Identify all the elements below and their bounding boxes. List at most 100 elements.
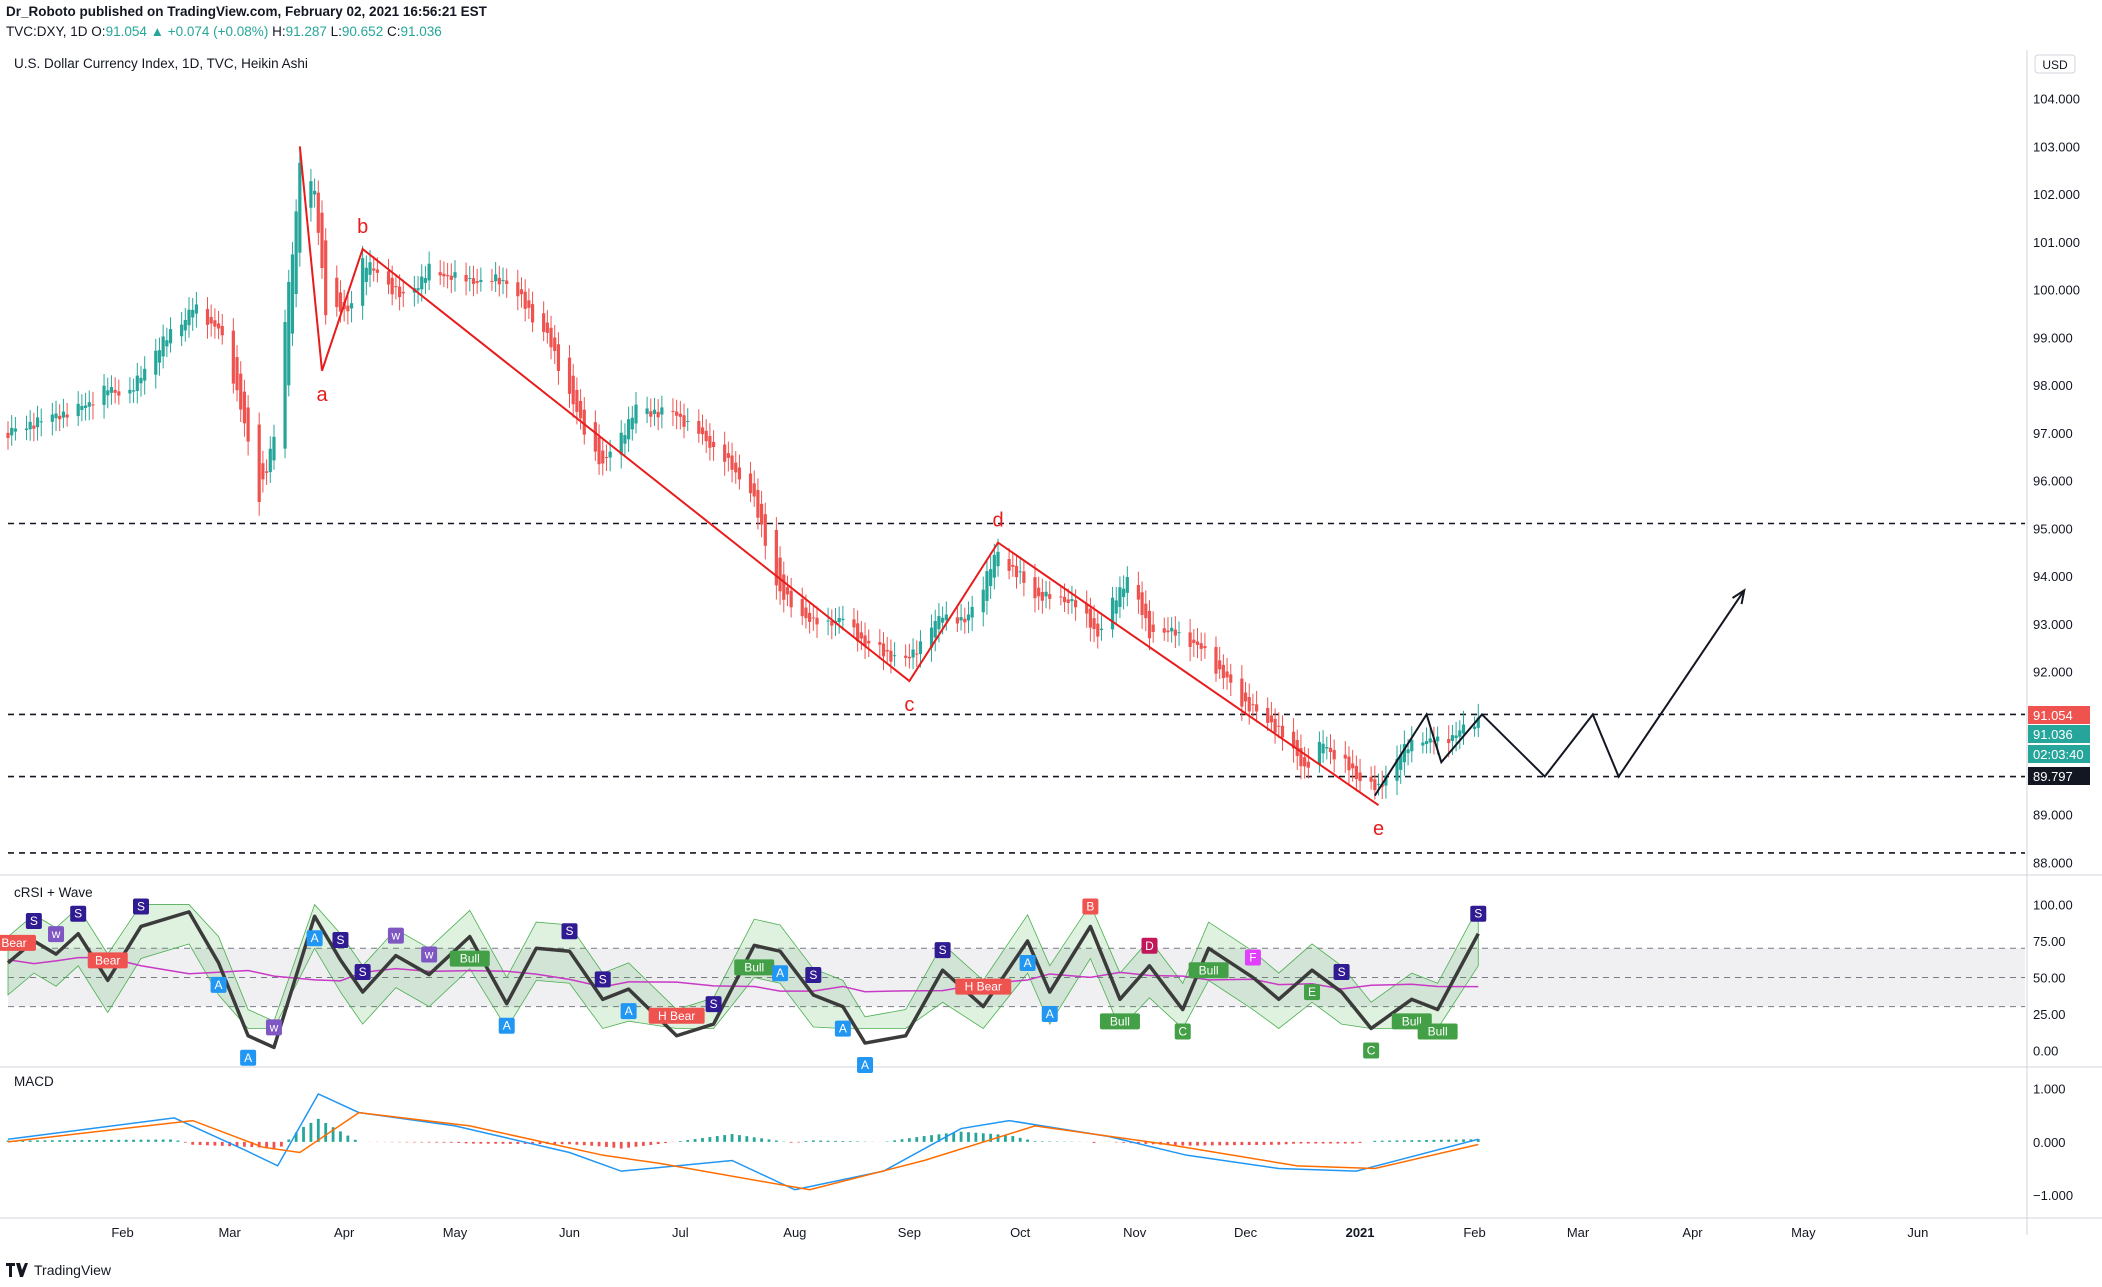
candle-body [723,444,727,462]
candle-body [320,212,324,269]
macd-histogram-bar [509,1141,512,1144]
candle-body [1229,674,1233,683]
candle-body [1085,603,1089,614]
candle-body [841,618,845,621]
macd-histogram-bar [893,1140,896,1142]
crsi-signal-badge [1333,964,1350,981]
macd-histogram-bar [265,1141,268,1149]
macd-histogram-bar [169,1139,172,1142]
candle-body [505,280,509,285]
candle-body [1040,592,1044,601]
macd-histogram-bar [73,1140,76,1142]
macd-histogram-bar [139,1139,143,1142]
candle-body [235,357,239,391]
price-badge-label: 02:03:40 [2033,747,2084,762]
macd-histogram-bar [324,1123,328,1142]
macd-histogram-bar [1040,1141,1044,1142]
candle-body [1328,747,1333,753]
crsi-signal-label: F [1249,950,1256,964]
candle-body [1166,630,1170,633]
candle-body [213,320,217,327]
macd-histogram-bar [1255,1141,1259,1145]
candle-body [257,424,261,502]
macd-histogram-bar [206,1141,209,1146]
macd-histogram-bar [745,1136,749,1142]
macd-histogram-bar [959,1131,963,1142]
macd-histogram-bar [1188,1141,1192,1146]
crsi-signal-label: C [1367,1043,1376,1057]
time-tick-label: Jun [559,1225,580,1240]
candle-body [630,417,634,430]
macd-histogram-bar [272,1141,276,1150]
candle-body [1140,592,1144,616]
candle-body [885,649,889,652]
macd-histogram-bar [1373,1140,1377,1142]
candle-body [1472,726,1477,730]
macd-histogram-bar [43,1140,47,1142]
macd-histogram-bar [1462,1139,1465,1142]
crsi-signal-label: Bear [95,953,120,967]
macd-histogram-bar [161,1139,165,1142]
macd-histogram-bar [590,1141,594,1146]
crsi-signal-badge [1188,962,1229,979]
candle-body [335,277,339,308]
candle-body [856,623,860,642]
macd-histogram-bar [819,1140,823,1142]
crsi-signal-label: A [625,1004,633,1018]
macd-histogram-bar [1092,1141,1096,1143]
macd-histogram-bar [797,1141,800,1143]
macd-histogram-bar [1122,1141,1126,1143]
candle-body [442,273,446,277]
candle-body [187,309,191,326]
macd-histogram-bar [967,1132,970,1142]
macd-tick-label: 0.000 [2033,1135,2066,1150]
macd-histogram-bar [789,1141,793,1143]
candle-body [1062,596,1067,603]
macd-histogram-bar [560,1141,564,1145]
candle-body [106,390,110,396]
candle-body [180,324,184,337]
macd-histogram-bar [826,1140,830,1142]
macd-title: MACD [14,1074,54,1089]
candle-body [763,514,767,546]
macd-histogram-bar [656,1141,660,1145]
crsi-signal-label: H Bear [965,980,1002,994]
candle-body [10,427,14,436]
candle-body [102,385,106,405]
macd-histogram-bar [191,1141,195,1145]
candle-body [1192,639,1196,644]
candle-body [619,432,623,455]
crsi-signal-label: A [1046,1007,1054,1021]
crsi-tick-label: 100.00 [2033,898,2073,913]
crsi-signal-label: S [336,933,344,947]
candle-body [985,571,989,601]
candle-body [1037,587,1041,597]
macd-histogram-bar [472,1141,475,1144]
macd-histogram-bar [841,1141,845,1142]
candle-body [700,427,705,435]
candle-body [471,278,476,284]
macd-histogram-bar [516,1141,520,1144]
macd-histogram-bar [110,1139,113,1142]
candle-body [494,274,498,282]
macd-histogram-bar [346,1135,350,1142]
candle-body [24,428,29,431]
crsi-signal-badge [1174,1023,1191,1040]
candle-body [1461,724,1466,734]
macd-histogram-bar [1137,1141,1140,1144]
crsi-signal-badge [25,913,42,930]
macd-histogram-bar [1388,1140,1392,1142]
crsi-signal-label: S [566,924,574,938]
candle-body [660,407,664,415]
macd-histogram-bar [1343,1141,1347,1144]
candle-body [61,411,66,418]
macd-histogram-bar [412,1141,416,1143]
candle-body [1070,599,1074,602]
crsi-signal-badge [1099,1013,1140,1030]
candle-body [420,276,424,290]
macd-histogram-bar [834,1140,837,1142]
macd-histogram-bar [1225,1141,1229,1146]
macd-histogram-bar [132,1139,136,1142]
macd-histogram-bar [723,1135,727,1142]
